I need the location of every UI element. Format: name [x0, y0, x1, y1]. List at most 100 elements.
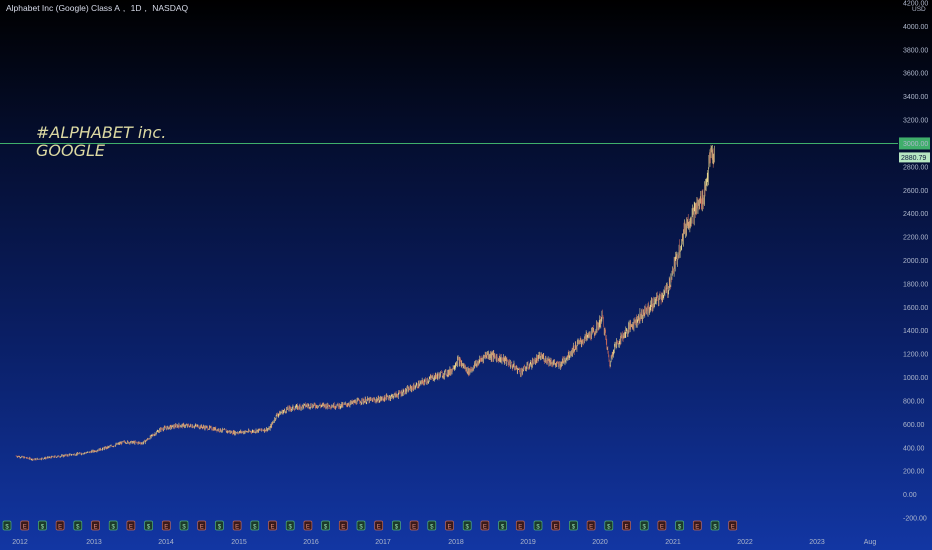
dividend-icon[interactable]: $ — [392, 520, 401, 531]
time-axis[interactable]: 2012 2013 2014 2015 2016 2017 2018 2019 2020 2021… — [12, 539, 876, 546]
x-tick-label: 2013 — [86, 539, 102, 546]
svg-text:$: $ — [218, 525, 222, 531]
y-tick-label: 3600.00 — [903, 71, 928, 78]
svg-text:$: $ — [5, 525, 9, 531]
svg-text:E: E — [235, 525, 239, 531]
earnings-icon[interactable]: E — [551, 520, 561, 531]
earnings-icon[interactable]: E — [161, 520, 171, 531]
x-tick-label: 2023 — [809, 539, 825, 546]
y-tick-label: 4000.00 — [903, 24, 928, 31]
earnings-icon[interactable]: E — [303, 520, 313, 531]
earnings-icon[interactable]: E — [20, 520, 30, 531]
y-tick-label: 1800.00 — [903, 281, 928, 288]
svg-text:E: E — [341, 525, 345, 531]
svg-text:$: $ — [41, 525, 45, 531]
svg-text:$: $ — [572, 525, 576, 531]
dividend-icon[interactable]: $ — [356, 520, 366, 531]
dividend-icon[interactable]: $ — [675, 520, 684, 531]
svg-text:$: $ — [289, 525, 293, 531]
annotation-line-1: #ALPHABET inc. — [36, 123, 167, 142]
earnings-icon[interactable]: E — [126, 520, 136, 531]
dividend-icon[interactable]: $ — [533, 520, 543, 531]
text-annotation[interactable]: #ALPHABET inc. GOOGLE — [36, 124, 166, 160]
svg-text:$: $ — [466, 525, 470, 531]
y-tick-label: 2800.00 — [903, 164, 928, 171]
earnings-icon[interactable]: E — [622, 520, 631, 531]
last-price-box — [899, 152, 930, 163]
event-markers-row: $ E $ E $ E $ E $ E $ E $ E $ E $ E $ E $ E $ E $ E $ E $ E $ E $ E $ E $ E $ E… — [2, 520, 738, 531]
candlestick-series — [15, 144, 715, 461]
y-tick-label: 3000.00 — [903, 141, 928, 148]
y-tick-label: 3800.00 — [903, 47, 928, 54]
svg-text:$: $ — [182, 525, 186, 531]
svg-text:E: E — [23, 525, 27, 531]
svg-text:E: E — [447, 525, 451, 531]
svg-text:$: $ — [395, 525, 399, 531]
dividend-icon[interactable]: $ — [73, 520, 83, 531]
earnings-icon[interactable]: E — [445, 520, 454, 531]
svg-text:$: $ — [607, 525, 611, 531]
svg-text:E: E — [377, 525, 381, 531]
earnings-icon[interactable]: E — [409, 520, 419, 531]
earnings-icon[interactable]: E — [91, 520, 100, 531]
dividend-icon[interactable]: $ — [215, 520, 224, 531]
dividend-icon[interactable]: $ — [569, 520, 578, 531]
price-axis[interactable]: USD 4200.00 4000.00 3800.00 3600.00 3400.00 3… — [903, 1, 928, 523]
dividend-icon[interactable]: $ — [2, 520, 12, 531]
earnings-icon[interactable]: E — [197, 520, 207, 531]
earnings-icon[interactable]: E — [338, 520, 348, 531]
dividend-icon[interactable]: $ — [321, 520, 330, 531]
dividend-icon[interactable]: $ — [144, 520, 153, 531]
earnings-icon[interactable]: E — [268, 520, 277, 531]
earnings-icon[interactable]: E — [728, 520, 738, 531]
svg-text:E: E — [306, 525, 310, 531]
dividend-icon[interactable]: $ — [498, 520, 507, 531]
level-price-tag — [899, 137, 930, 150]
dividend-icon[interactable]: $ — [285, 520, 295, 531]
dividend-icon[interactable]: $ — [710, 520, 720, 531]
symbol-interval: 1D — [130, 3, 142, 13]
earnings-icon[interactable]: E — [480, 520, 490, 531]
svg-text:E: E — [164, 525, 168, 531]
dividend-icon[interactable]: $ — [462, 520, 472, 531]
dividend-icon[interactable]: $ — [639, 520, 649, 531]
x-tick-label: 2022 — [737, 539, 753, 546]
svg-text:$: $ — [536, 525, 540, 531]
svg-text:E: E — [695, 525, 699, 531]
dividend-icon[interactable]: $ — [604, 520, 614, 531]
earnings-icon[interactable]: E — [374, 520, 384, 531]
svg-text:$: $ — [147, 525, 151, 531]
x-tick-label: Aug — [864, 539, 877, 546]
x-tick-label: 2020 — [592, 539, 608, 546]
y-tick-label: 2400.00 — [903, 211, 928, 218]
symbol-header[interactable]: Alphabet Inc (Google) Class A, 1D, NASDA… — [6, 3, 189, 13]
dividend-icon[interactable]: $ — [108, 520, 118, 531]
svg-text:$: $ — [253, 525, 257, 531]
earnings-icon[interactable]: E — [657, 520, 667, 531]
last-price-label: 2880.79 — [901, 155, 926, 162]
dividend-icon[interactable]: $ — [427, 520, 437, 531]
earnings-icon[interactable]: E — [55, 520, 65, 531]
horizontal-level-line[interactable] — [0, 137, 930, 150]
svg-text:E: E — [624, 525, 628, 531]
dividend-icon[interactable]: $ — [38, 520, 47, 531]
x-tick-label: 2014 — [158, 539, 174, 546]
y-tick-label: 0.00 — [903, 492, 917, 499]
earnings-icon[interactable]: E — [586, 520, 596, 531]
earnings-icon[interactable]: E — [515, 520, 525, 531]
x-tick-label: 2019 — [520, 539, 536, 546]
svg-text:$: $ — [359, 525, 363, 531]
svg-text:E: E — [660, 525, 664, 531]
x-tick-label: 2015 — [231, 539, 247, 546]
svg-text:E: E — [270, 525, 274, 531]
x-tick-label: 2012 — [12, 539, 28, 546]
dividend-icon[interactable]: $ — [179, 520, 189, 531]
svg-text:E: E — [412, 525, 416, 531]
dividend-icon[interactable]: $ — [250, 520, 260, 531]
earnings-icon[interactable]: E — [232, 520, 242, 531]
y-tick-label: 800.00 — [903, 398, 925, 405]
svg-text:$: $ — [112, 525, 116, 531]
x-tick-label: 2018 — [448, 539, 464, 546]
earnings-icon[interactable]: E — [692, 520, 702, 531]
